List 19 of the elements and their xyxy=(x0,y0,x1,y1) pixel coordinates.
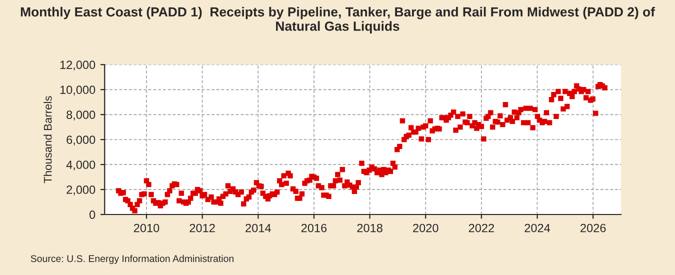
x-tick-label: 2020 xyxy=(413,224,438,232)
y-tick-label: 2,000 xyxy=(66,186,96,196)
x-tick-label: 2016 xyxy=(301,224,327,232)
y-tick-label: 8,000 xyxy=(66,110,96,120)
x-tick-label: 2014 xyxy=(246,224,271,232)
x-tick-label: 2010 xyxy=(134,224,160,232)
x-tick-label: 2022 xyxy=(468,224,494,232)
x-tick-label: 2024 xyxy=(524,224,550,232)
y-tick-label: 12,000 xyxy=(60,60,96,70)
source-note: Source: U.S. Energy Information Administration xyxy=(30,254,234,264)
y-tick-label: 4,000 xyxy=(66,160,96,170)
x-tick-label: 2018 xyxy=(357,224,382,232)
y-axis-title: Thousand Barrels xyxy=(44,96,52,184)
x-tick-label: 2026 xyxy=(580,224,606,232)
x-tick-label: 2012 xyxy=(190,224,215,232)
y-tick-label: 10,000 xyxy=(60,86,96,96)
y-tick-label: 6,000 xyxy=(66,136,96,146)
y-tick-label: 0 xyxy=(89,210,96,219)
chart-title: Monthly East Coast (PADD 1) Receipts by Pipeline, Tanker, Barge and Rail From Midwest (PADD 2) of Natural Gas Liquids xyxy=(20,6,656,34)
